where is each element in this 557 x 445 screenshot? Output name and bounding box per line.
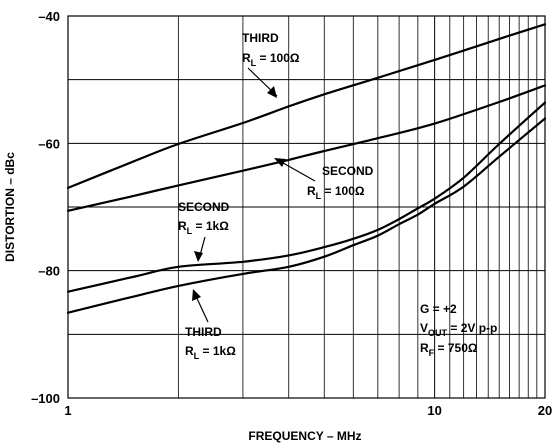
series-line-third-1k (66, 117, 547, 314)
annotation-second-100-title: SECOND (322, 164, 374, 178)
x-tick-label: 20 (538, 403, 552, 418)
annotation-second-1k-load: RL = 1kΩ (178, 219, 229, 236)
arrow-head-third-100 (267, 86, 277, 98)
arrow-head-second-1k (194, 251, 203, 262)
series-line-second-1k (66, 101, 547, 293)
arrow-head-second-100 (274, 158, 286, 167)
arrow-head-third-1k (192, 289, 201, 301)
y-tick-label: –80 (38, 264, 60, 279)
grid (68, 16, 545, 398)
annotation-second-100: SECOND RL = 100Ω (274, 158, 374, 201)
y-tick-label: –100 (31, 391, 60, 406)
annotation-third-1k-title: THIRD (185, 325, 222, 339)
annotation-third-100-load: RL = 100Ω (242, 51, 300, 68)
condition-vout: VOUT = 2V p-p (420, 321, 497, 338)
annotation-second-1k-title: SECOND (178, 200, 230, 214)
annotation-third-100-title: THIRD (242, 31, 279, 45)
condition-rf: RF = 750Ω (420, 341, 478, 358)
series-line-third-100 (66, 23, 547, 189)
plot-frame (67, 15, 546, 399)
y-tick-label: –60 (38, 136, 60, 151)
y-tick-label: –40 (38, 9, 60, 24)
annotation-third-1k: THIRD RL = 1kΩ (185, 289, 236, 361)
annotation-second-1k: SECOND RL = 1kΩ (178, 200, 230, 262)
annotation-third-100: THIRD RL = 100Ω (242, 31, 300, 98)
tick-labels: –40 –60 –80 –100 1 10 20 (31, 9, 552, 418)
test-conditions: G = +2 VOUT = 2V p-p RF = 750Ω (420, 302, 497, 358)
annotation-third-1k-load: RL = 1kΩ (185, 344, 236, 361)
condition-gain: G = +2 (420, 302, 457, 316)
series-line-second-100 (66, 84, 547, 212)
annotation-second-100-load: RL = 100Ω (307, 184, 365, 201)
y-axis-title: DISTORTION – dBc (3, 152, 17, 262)
x-tick-label: 1 (64, 403, 71, 418)
x-axis-title: FREQUENCY – MHz (248, 429, 361, 443)
x-tick-label: 10 (427, 403, 441, 418)
series-layer (66, 23, 547, 314)
